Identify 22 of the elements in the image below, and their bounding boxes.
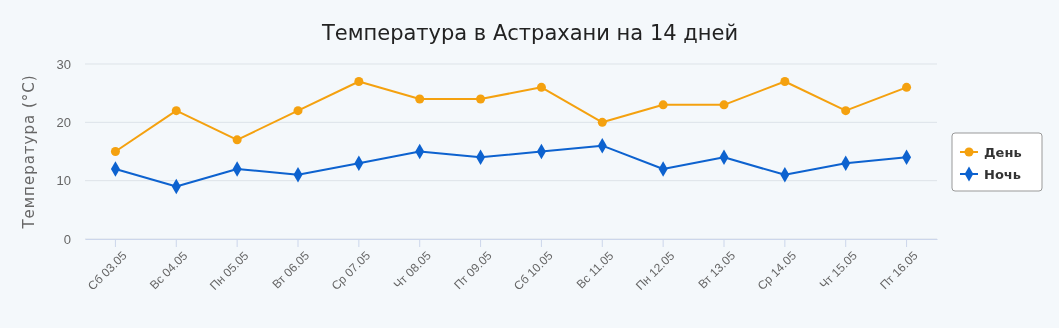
point — [536, 82, 546, 92]
point — [841, 106, 851, 116]
point — [354, 76, 364, 87]
y-axis-title: Температура (°C) — [20, 74, 38, 230]
point — [293, 106, 303, 116]
chart-title: Температура в Астрахани на 14 дней — [320, 21, 739, 45]
point — [597, 117, 607, 127]
point — [719, 100, 729, 110]
y-tick-label: 20 — [56, 114, 71, 130]
point — [476, 94, 486, 104]
point — [902, 82, 912, 92]
y-tick-label: 0 — [63, 231, 71, 247]
point — [780, 76, 790, 87]
point — [110, 146, 120, 157]
legend-label: День — [984, 145, 1022, 160]
legend-label: Ночь — [984, 167, 1021, 182]
point — [658, 100, 668, 110]
y-tick-label: 10 — [56, 173, 71, 189]
y-tick-label: 30 — [56, 56, 71, 72]
point — [232, 135, 242, 145]
point — [171, 106, 181, 116]
point — [415, 94, 425, 104]
